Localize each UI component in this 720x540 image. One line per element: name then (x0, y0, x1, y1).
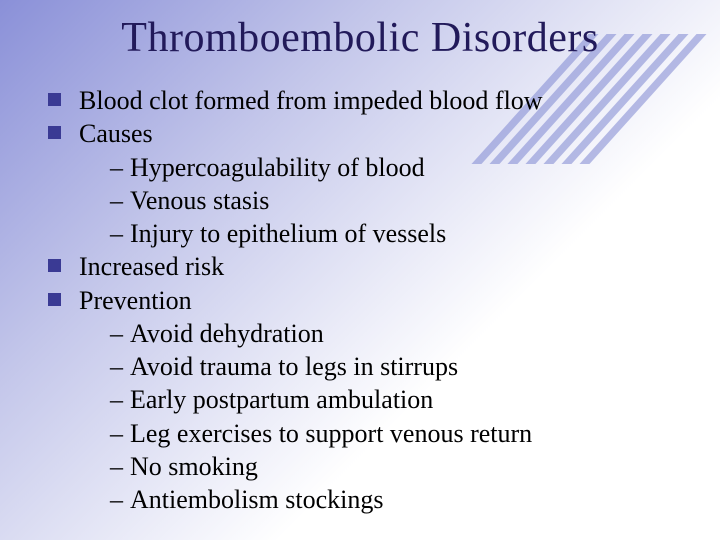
sub-item: –No smoking (48, 450, 688, 483)
bullet-item: Blood clot formed from impeded blood flo… (48, 84, 688, 117)
bullet-text: Causes (79, 117, 153, 150)
bullet-item: Prevention (48, 284, 688, 317)
slide-title: Thromboembolic Disorders (0, 14, 720, 62)
sub-item: –Hypercoagulability of blood (48, 151, 688, 184)
sub-item: –Avoid dehydration (48, 317, 688, 350)
bullet-text: Blood clot formed from impeded blood flo… (79, 84, 543, 117)
bullet-item: Causes (48, 117, 688, 150)
sub-item: –Early postpartum ambulation (48, 383, 688, 416)
bullet-text: Prevention (79, 284, 192, 317)
bullet-text: Increased risk (79, 250, 224, 283)
sub-item: –Injury to epithelium of vessels (48, 217, 688, 250)
square-bullet-icon (48, 259, 61, 272)
square-bullet-icon (48, 293, 61, 306)
sub-item: –Avoid trauma to legs in stirrups (48, 350, 688, 383)
square-bullet-icon (48, 93, 61, 106)
sub-item: –Antiembolism stockings (48, 483, 688, 516)
square-bullet-icon (48, 126, 61, 139)
sub-item: –Venous stasis (48, 184, 688, 217)
bullet-item: Increased risk (48, 250, 688, 283)
sub-item: –Leg exercises to support venous return (48, 417, 688, 450)
bullet-list: Blood clot formed from impeded blood flo… (48, 84, 688, 516)
